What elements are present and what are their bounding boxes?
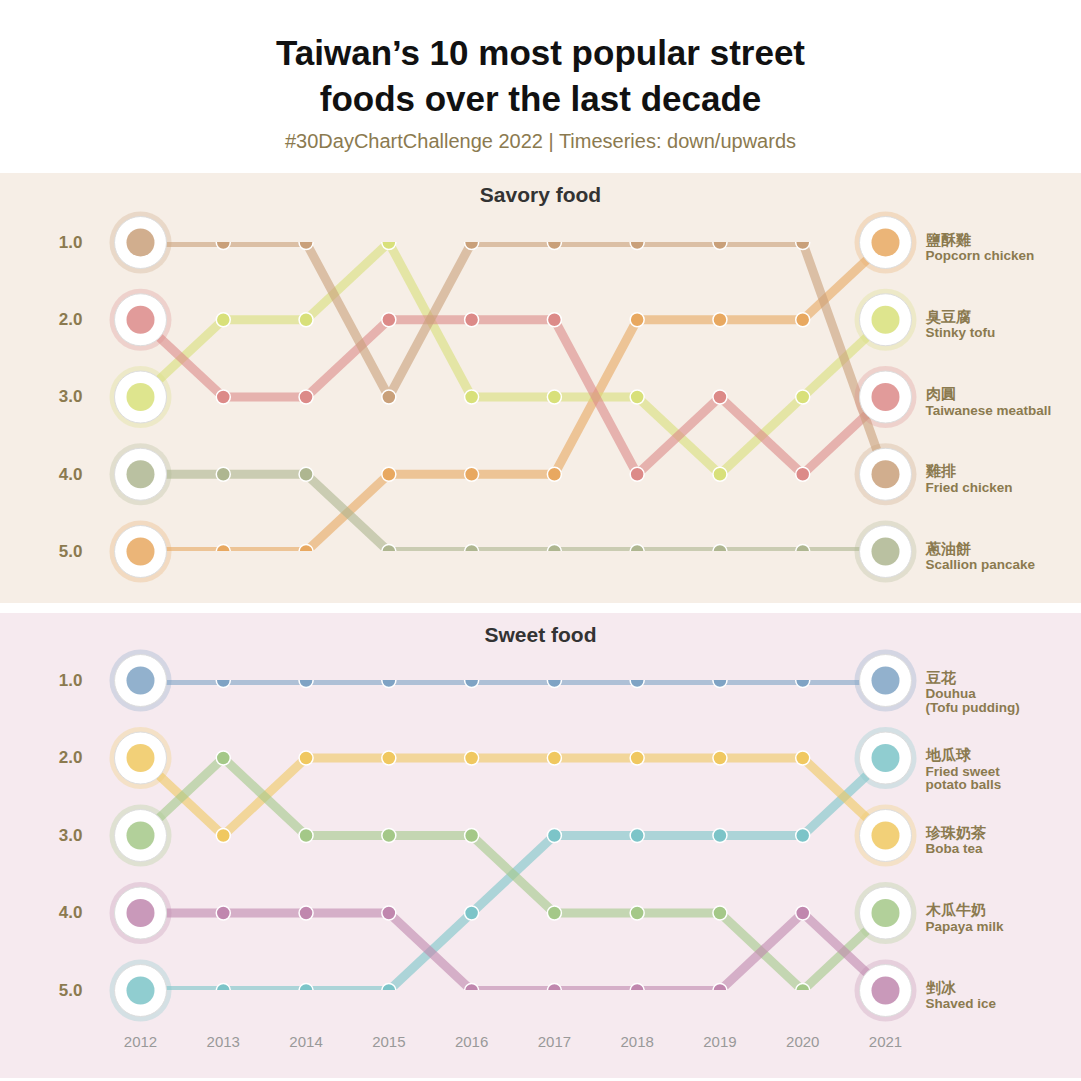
svg-text:雞排: 雞排 [925,462,956,479]
svg-text:臭豆腐: 臭豆腐 [925,308,971,325]
svg-text:珍珠奶茶: 珍珠奶茶 [925,824,986,841]
svg-text:Fried sweetpotato balls: Fried sweetpotato balls [926,764,1002,792]
svg-text:2.0: 2.0 [59,748,83,767]
svg-text:1.0: 1.0 [59,671,83,690]
svg-text:豆花: 豆花 [925,669,957,686]
svg-text:4.0: 4.0 [59,903,83,922]
svg-text:2021: 2021 [869,1033,902,1050]
svg-text:肉圓: 肉圓 [926,385,956,402]
svg-text:2012: 2012 [124,1033,157,1050]
svg-text:木瓜牛奶: 木瓜牛奶 [925,901,986,918]
html-text:Taiwan’s 10 most popular stree: Taiwan’s 10 most popular street foods ov… [276,33,805,118]
svg-text:4.0: 4.0 [59,465,83,484]
svg-text:5.0: 5.0 [59,981,83,1000]
svg-text:3.0: 3.0 [59,387,83,406]
svg-text:2020: 2020 [786,1033,819,1050]
svg-text:Boba tea: Boba tea [926,841,984,856]
svg-text:2017: 2017 [538,1033,571,1050]
svg-text:3.0: 3.0 [59,826,83,845]
svg-text:Popcorn chicken: Popcorn chicken [926,248,1035,263]
svg-text:地瓜球: 地瓜球 [925,746,972,763]
svg-text:1.0: 1.0 [59,233,83,252]
html-text:Sweet food: Sweet food [484,623,597,646]
svg-text:Douhua(Tofu pudding): Douhua(Tofu pudding) [926,686,1020,715]
svg-text:2.0: 2.0 [59,310,83,329]
svg-text:2014: 2014 [289,1033,322,1050]
svg-text:2019: 2019 [703,1033,736,1050]
svg-text:2015: 2015 [372,1033,405,1050]
svg-text:蔥油餅: 蔥油餅 [925,540,971,557]
svg-text:2016: 2016 [455,1033,488,1050]
svg-text:5.0: 5.0 [59,542,83,561]
svg-text:剉冰: 剉冰 [925,979,957,996]
svg-text:Fried chicken: Fried chicken [926,480,1013,495]
svg-text:Shaved ice: Shaved ice [926,996,997,1011]
svg-text:2013: 2013 [207,1033,240,1050]
svg-text:2018: 2018 [620,1033,653,1050]
html-text:Savory food: Savory food [479,183,602,206]
svg-text:Taiwanese meatball: Taiwanese meatball [926,403,1052,418]
html-text:#30DayChartChallenge 2022 | Ti: #30DayChartChallenge 2022 | Timeseries: … [285,130,796,152]
svg-text:鹽酥雞: 鹽酥雞 [925,231,971,248]
svg-text:Stinky tofu: Stinky tofu [926,325,996,340]
svg-text:Papaya milk: Papaya milk [926,919,1005,934]
svg-text:Scallion pancake: Scallion pancake [926,557,1036,572]
